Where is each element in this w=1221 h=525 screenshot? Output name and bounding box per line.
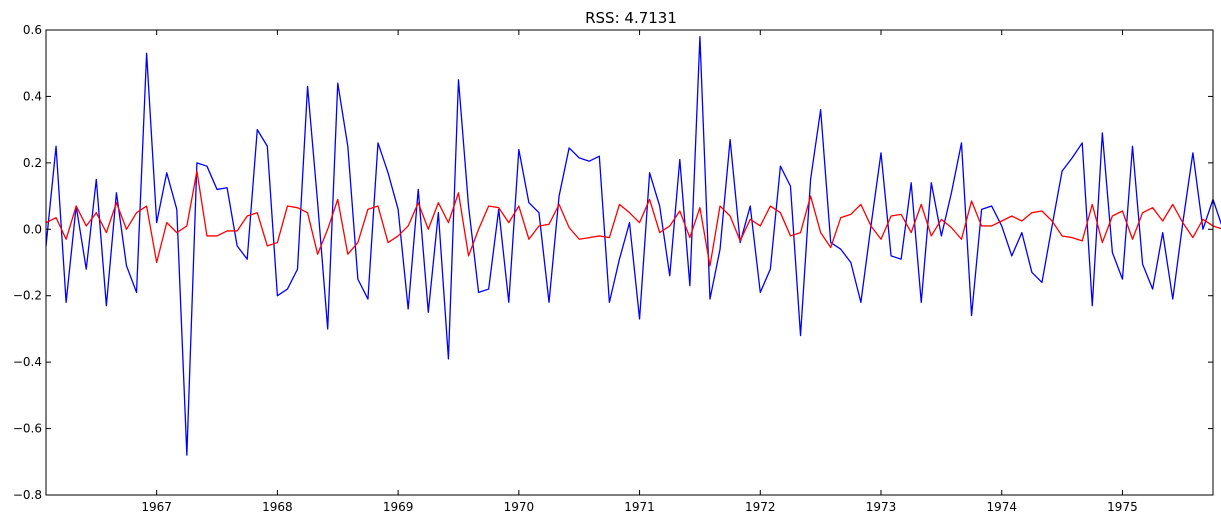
series-layer <box>45 35 1221 456</box>
y-tick-label: 0.6 <box>23 23 42 37</box>
y-tick-label: −0.8 <box>13 488 42 502</box>
x-tick-label: 1973 <box>866 500 897 514</box>
y-tick-label: 0.4 <box>23 89 42 103</box>
x-tick-label: 1967 <box>141 500 172 514</box>
chart-title: RSS: 4.7131 <box>585 9 677 27</box>
x-tick-label: 1972 <box>745 500 776 514</box>
y-tick-label: 0.2 <box>23 156 42 170</box>
x-tick-label: 1969 <box>383 500 414 514</box>
series-line-2 <box>45 170 1221 267</box>
x-tick-label: 1975 <box>1107 500 1138 514</box>
x-tick-label: 1970 <box>504 500 535 514</box>
plot-frame <box>45 29 1214 496</box>
y-tick-label: 0.0 <box>23 222 42 236</box>
tick-layer <box>46 29 1213 496</box>
x-tick-label: 1974 <box>986 500 1017 514</box>
label-layer: 1967 1968 1969 1970 1971 1972 1973 1974 1975 0.6 0… <box>13 23 1138 514</box>
series-line-1 <box>45 35 1221 456</box>
x-tick-label: 1968 <box>262 500 293 514</box>
y-tick-label: −0.4 <box>13 355 42 369</box>
y-tick-label: −0.6 <box>13 422 42 436</box>
x-tick-label: 1971 <box>624 500 655 514</box>
y-tick-label: −0.2 <box>13 289 42 303</box>
